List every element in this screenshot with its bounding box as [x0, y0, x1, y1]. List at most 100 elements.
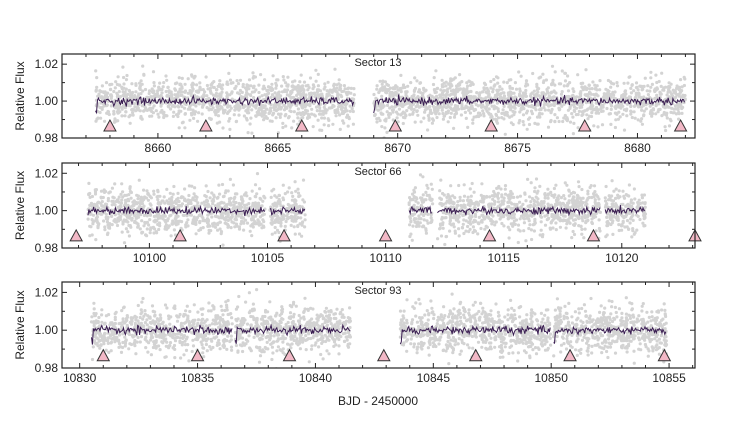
raw-flux-point	[219, 232, 223, 236]
raw-flux-point	[216, 109, 220, 113]
raw-flux-point	[165, 187, 169, 191]
raw-flux-point	[228, 127, 232, 131]
raw-flux-point	[186, 77, 190, 81]
raw-flux-point	[448, 115, 452, 120]
raw-flux-point	[449, 223, 454, 227]
raw-flux-point	[490, 194, 494, 198]
raw-flux-point	[438, 189, 442, 193]
raw-flux-point	[194, 104, 198, 108]
raw-flux-point	[519, 107, 523, 111]
raw-flux-point	[95, 85, 99, 89]
raw-flux-point	[449, 89, 454, 93]
raw-flux-point	[465, 198, 470, 202]
raw-flux-point	[126, 92, 130, 96]
raw-flux-point	[412, 190, 417, 194]
raw-flux-point	[584, 200, 588, 204]
raw-flux-point	[586, 192, 590, 196]
raw-flux-point	[597, 218, 601, 222]
raw-flux-point	[640, 88, 644, 92]
raw-flux-point	[546, 202, 550, 206]
data-layer	[89, 288, 669, 368]
raw-flux-point	[158, 216, 162, 220]
raw-flux-point	[196, 201, 200, 205]
raw-flux-point	[282, 78, 286, 82]
raw-flux-point	[338, 113, 342, 117]
raw-flux-point	[141, 317, 145, 321]
raw-flux-point	[481, 109, 485, 113]
raw-flux-point	[641, 221, 645, 225]
raw-flux-point	[523, 212, 528, 216]
raw-flux-point	[405, 100, 410, 105]
raw-flux-point	[641, 100, 645, 104]
raw-flux-point	[112, 89, 116, 94]
raw-flux-point	[145, 318, 149, 322]
raw-flux-point	[464, 116, 468, 120]
raw-flux-point	[423, 89, 427, 93]
raw-flux-point	[259, 73, 263, 77]
raw-flux-point	[449, 215, 453, 220]
raw-flux-point	[169, 213, 173, 217]
raw-flux-point	[184, 348, 189, 352]
raw-flux-point	[326, 94, 330, 98]
raw-flux-point	[153, 227, 157, 231]
raw-flux-point	[172, 110, 176, 114]
raw-flux-point	[605, 202, 609, 206]
raw-flux-point	[578, 201, 582, 205]
raw-flux-point	[102, 219, 106, 223]
raw-flux-point	[497, 184, 501, 189]
raw-flux-point	[509, 222, 513, 226]
raw-flux-point	[662, 105, 666, 109]
raw-flux-point	[664, 113, 669, 117]
raw-flux-point	[375, 84, 379, 88]
raw-flux-point	[625, 219, 630, 223]
raw-flux-point	[120, 198, 124, 202]
raw-flux-point	[375, 87, 379, 91]
raw-flux-point	[623, 225, 627, 229]
raw-flux-point	[502, 212, 506, 217]
raw-flux-point	[410, 94, 414, 99]
raw-flux-point	[461, 222, 465, 226]
raw-flux-point	[110, 94, 114, 98]
raw-flux-point	[560, 69, 564, 73]
raw-flux-point	[235, 192, 239, 196]
raw-flux-point	[424, 231, 428, 235]
raw-flux-point	[242, 114, 246, 118]
raw-flux-point	[662, 88, 666, 92]
raw-flux-point	[617, 98, 622, 102]
raw-flux-point	[426, 186, 430, 190]
raw-flux-point	[488, 195, 492, 199]
raw-flux-point	[165, 78, 169, 82]
raw-flux-point	[107, 313, 111, 317]
raw-flux-point	[285, 93, 289, 97]
raw-flux-point	[265, 88, 269, 93]
raw-flux-point	[279, 204, 283, 208]
raw-flux-point	[565, 95, 569, 99]
raw-flux-point	[278, 113, 282, 117]
raw-flux-point	[571, 132, 576, 136]
raw-flux-point	[565, 183, 569, 187]
raw-flux-point	[489, 79, 493, 84]
raw-flux-point	[375, 120, 379, 124]
raw-flux-point	[121, 340, 125, 345]
raw-flux-point	[303, 104, 308, 108]
raw-flux-point	[542, 105, 546, 110]
raw-flux-point	[422, 218, 426, 222]
raw-flux-point	[276, 131, 280, 135]
raw-flux-point	[409, 81, 413, 85]
raw-flux-point	[438, 227, 442, 231]
raw-flux-point	[577, 224, 581, 228]
raw-flux-point	[297, 232, 302, 236]
raw-flux-point	[237, 113, 241, 117]
raw-flux-point	[171, 219, 175, 223]
raw-flux-point	[204, 75, 208, 79]
raw-flux-point	[337, 105, 341, 109]
raw-flux-point	[617, 189, 621, 193]
raw-flux-point	[571, 212, 576, 216]
raw-flux-point	[619, 224, 624, 228]
raw-flux-point	[673, 104, 678, 108]
raw-flux-point	[583, 227, 587, 231]
raw-flux-point	[134, 90, 138, 94]
raw-flux-point	[205, 98, 209, 102]
raw-flux-point	[636, 200, 640, 205]
